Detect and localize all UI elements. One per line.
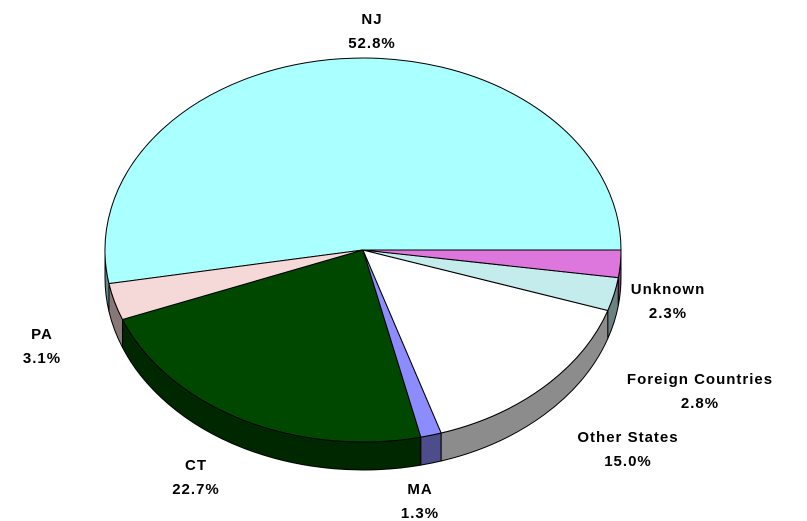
slice-label: MA — [407, 481, 432, 498]
value-label: 15.0% — [604, 453, 652, 470]
slice-label: Other States — [577, 429, 678, 446]
value-label: 3.1% — [23, 350, 61, 367]
value-label: 2.3% — [649, 305, 687, 322]
slice-label: PA — [31, 326, 53, 343]
slice-label: NJ — [361, 11, 382, 28]
slice-label: CT — [185, 457, 207, 474]
slice — [104, 57, 622, 285]
slice — [362, 249, 622, 279]
value-label: 2.8% — [681, 395, 719, 412]
value-label: 52.8% — [348, 35, 396, 52]
slice-side — [420, 432, 442, 466]
value-label: 22.7% — [172, 481, 220, 498]
value-label: 1.3% — [401, 505, 439, 521]
slice — [121, 249, 422, 443]
slice-label: Unknown — [631, 281, 706, 298]
slice-label: Foreign Countries — [627, 371, 773, 388]
